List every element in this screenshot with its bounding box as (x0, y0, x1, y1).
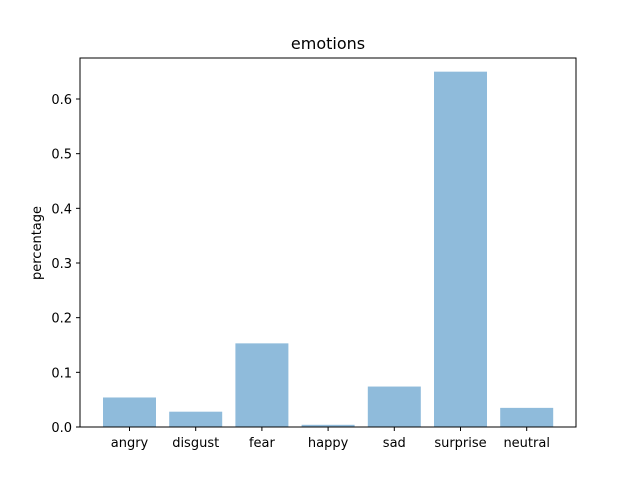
y-tick-label: 0.4 (51, 202, 72, 217)
bar-disgust (169, 411, 223, 427)
plot-frame (79, 57, 577, 428)
bar-happy (301, 424, 355, 427)
x-tick-label: surprise (434, 436, 486, 451)
x-tick-label: happy (308, 436, 349, 451)
bar-surprise (434, 71, 487, 428)
bar-angry (103, 397, 156, 427)
bars-group (103, 71, 554, 428)
y-tick-label: 0.5 (51, 148, 72, 163)
y-ticks-group: 0.0 0.1 0.2 0.3 0.4 0.5 0.6 (51, 93, 80, 436)
bar-sad (367, 386, 421, 427)
y-tick-label: 0.2 (51, 312, 72, 327)
bar-fear (235, 343, 289, 427)
x-tick-label: sad (383, 436, 406, 451)
x-tick-label: angry (111, 436, 149, 451)
x-tick-label: disgust (172, 436, 219, 451)
y-tick-label: 0.1 (51, 366, 72, 381)
y-tick-label: 0.6 (51, 93, 72, 108)
x-ticks-group: angry disgust fear happy sad surprise neutral (111, 427, 550, 451)
y-axis-label: percentage (30, 206, 45, 280)
chart-title: emotions (291, 34, 365, 53)
x-tick-label: fear (249, 436, 276, 451)
x-tick-label: neutral (503, 436, 550, 451)
bar-neutral (500, 407, 554, 427)
y-tick-label: 0.3 (51, 257, 72, 272)
y-tick-label: 0.0 (51, 421, 72, 436)
